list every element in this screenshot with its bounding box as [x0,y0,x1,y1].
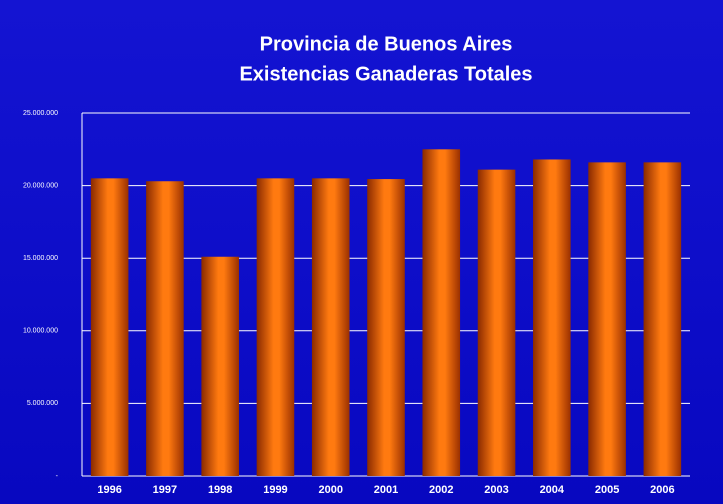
x-tick-label: 1998 [208,484,232,496]
y-tick-label: 5.000.000 [27,400,58,407]
bar [311,178,350,476]
x-tick-label: 2000 [318,484,342,496]
bar [588,162,626,477]
y-tick-label: 25.000.000 [23,110,58,117]
x-tick-label: 2001 [374,484,398,496]
x-tick-label: 2003 [484,484,508,496]
bar [146,181,184,476]
x-tick-label: 1999 [263,484,287,496]
chart-title: Provincia de Buenos Aires [260,33,513,55]
x-tick-label: 2006 [650,484,674,496]
bar [201,256,239,476]
y-tick-label: - [56,473,59,480]
bar [422,149,461,477]
bar [256,178,295,476]
x-tick-label: 1997 [153,484,177,496]
bar [533,159,571,477]
bar [90,178,129,476]
y-tick-label: 15.000.000 [23,255,58,262]
y-tick-label: 20.000.000 [23,182,58,189]
bar [367,179,405,477]
bar [643,162,682,477]
x-tick-label: 1996 [97,484,121,496]
bar [477,169,516,477]
x-tick-label: 2005 [595,484,619,496]
x-tick-label: 2004 [540,484,565,496]
x-tick-label: 2002 [429,484,453,496]
chart-subtitle: Existencias Ganaderas Totales [239,63,532,85]
y-tick-label: 10.000.000 [23,328,58,335]
